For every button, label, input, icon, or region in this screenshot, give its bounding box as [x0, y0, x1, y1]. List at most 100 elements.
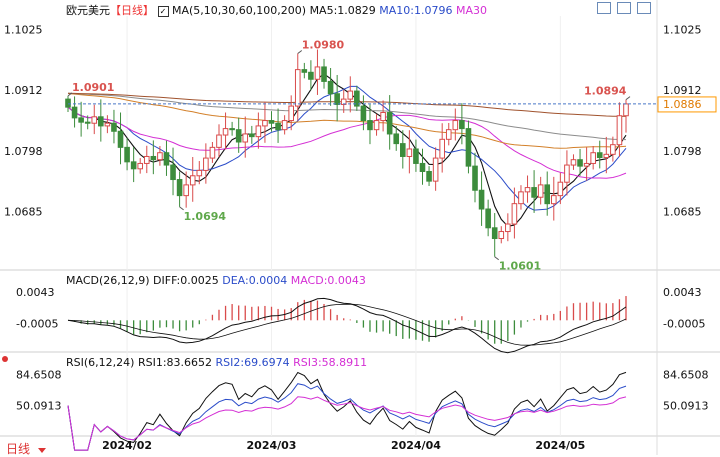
candle-body: [603, 153, 610, 159]
candle-body: [183, 184, 189, 197]
candle-body: [498, 231, 505, 240]
ma-params: MA(5,10,30,60,100,200): [172, 4, 307, 17]
date-tick-label: 2024/05: [535, 439, 585, 452]
candle-body: [413, 148, 419, 164]
date-tick-label: 2024/02: [102, 439, 152, 452]
candle-body: [518, 191, 524, 205]
macd-tick-label-left: 0.0043: [16, 286, 55, 299]
candle-body: [242, 133, 249, 143]
rsi-tick-label-right: 50.0913: [663, 399, 709, 412]
macd-params: MACD(26,12,9): [66, 274, 150, 287]
candle-body: [386, 112, 393, 135]
candle-body: [281, 120, 288, 131]
period-label[interactable]: 【日线】: [110, 4, 154, 17]
price-tick-label-right: 1.1025: [663, 23, 702, 36]
date-tick-label: 2024/03: [247, 439, 297, 452]
price-tick-label-right: 1.0685: [663, 206, 702, 219]
symbol-name: 欧元美元: [66, 4, 110, 17]
candle-body: [485, 208, 491, 229]
candle-body: [111, 122, 117, 132]
candle-body: [583, 162, 590, 167]
candle-body: [459, 120, 465, 130]
fullscreen-icon[interactable]: [637, 2, 651, 14]
candle-body: [426, 170, 432, 182]
candle-body: [301, 69, 308, 73]
current-price-box: [657, 96, 717, 113]
candle-body: [91, 116, 98, 124]
annotation-pointer: [494, 256, 500, 261]
candle-body: [505, 223, 511, 233]
annotation-pointer: [625, 96, 631, 101]
candle-body: [71, 106, 78, 119]
candle-body: [294, 69, 301, 107]
macd-dea-line: [67, 303, 627, 346]
candle-body: [65, 98, 71, 108]
footer-period[interactable]: 日线: [6, 440, 46, 457]
ma30-line: [67, 106, 627, 179]
rsi-tick-label-right: 84.6508: [663, 369, 709, 382]
ma10-value: MA10:1.0796: [379, 4, 453, 17]
rsi-header: RSI(6,12,24) RSI1:83.6652 RSI2:69.6974 R…: [66, 356, 367, 369]
candle-body: [544, 184, 551, 205]
candle-body: [623, 103, 629, 117]
macd-diff-line: [67, 297, 627, 354]
candle-body: [432, 157, 439, 182]
current-price-label: 1.0886: [663, 98, 702, 111]
ma200-line: [67, 92, 627, 117]
candle-body: [209, 146, 216, 159]
macd-value: MACD:0.0043: [290, 274, 366, 287]
candle-body: [557, 181, 564, 197]
split-layout-icon[interactable]: [617, 2, 631, 14]
dropdown-arrow-icon[interactable]: [37, 447, 46, 453]
candle-body: [570, 159, 577, 166]
annotation-pointer: [297, 50, 303, 54]
candle-body: [491, 227, 498, 240]
candle-body: [347, 90, 354, 100]
annotation-pointer: [179, 206, 184, 211]
candle-body: [84, 121, 91, 124]
price-tick-label-left: 1.0798: [4, 145, 43, 158]
annotation-label: 1.0980: [302, 39, 345, 52]
candle-body: [472, 165, 478, 191]
macd-tick-label-left: -0.0005: [16, 318, 58, 331]
price-tick-label-left: 1.0912: [4, 84, 43, 97]
candle-body: [564, 164, 570, 183]
rsi3-value: RSI3:58.8911: [293, 356, 368, 369]
rsi-tick-label-left: 84.6508: [16, 369, 62, 382]
candle-body: [380, 112, 386, 122]
candle-body: [196, 169, 203, 177]
candle-body: [596, 152, 603, 159]
rsi2-line: [67, 383, 627, 451]
settings-dot-icon[interactable]: [2, 356, 8, 362]
candle-body: [130, 161, 137, 170]
rsi-tick-label-left: 50.0913: [16, 399, 62, 412]
grid-layout-icon[interactable]: [597, 2, 611, 14]
candle-body: [531, 187, 537, 198]
ma-checkbox-icon[interactable]: ✓: [157, 6, 169, 17]
candle-body: [524, 187, 531, 193]
candle-body: [393, 133, 400, 145]
rsi1-value: RSI1:83.6652: [137, 356, 213, 369]
candle-body: [137, 162, 144, 170]
candle-body: [170, 164, 176, 181]
macd-tick-label-right: -0.0005: [663, 318, 705, 331]
price-tick-label-left: 1.1025: [4, 23, 43, 36]
candle-body: [321, 66, 327, 82]
candle-body: [176, 179, 183, 197]
ma30-value: MA30: [456, 4, 488, 17]
candle-body: [340, 98, 347, 105]
candle-body: [255, 125, 262, 138]
candle-body: [577, 159, 583, 167]
price-tick-label-right: 1.0798: [663, 145, 702, 158]
macd-dea: DEA:0.0004: [222, 274, 288, 287]
annotation-label: 1.0601: [499, 260, 541, 273]
candle-body: [189, 175, 196, 186]
candle-body: [143, 155, 150, 164]
macd-diff: DIFF:0.0025: [153, 274, 219, 287]
candle-body: [222, 128, 229, 136]
price-header: 欧元美元【日线】 ✓ MA(5,10,30,60,100,200) MA5:1.…: [66, 2, 487, 18]
rsi-params: RSI(6,12,24): [66, 356, 135, 369]
candle-body: [334, 93, 340, 105]
candle-body: [150, 155, 157, 161]
candle-body: [314, 66, 321, 80]
